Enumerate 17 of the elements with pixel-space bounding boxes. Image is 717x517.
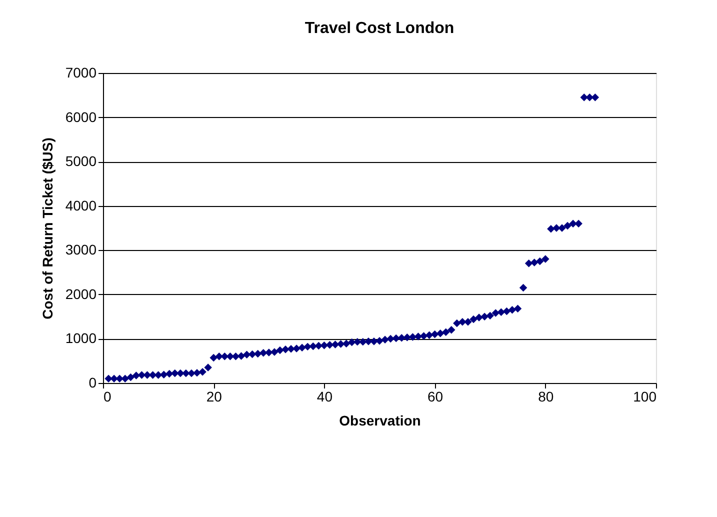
x-tick-label: 80: [538, 388, 554, 404]
y-axis-title: Cost of Return Ticket ($US): [39, 138, 56, 320]
x-tick-label: 40: [316, 388, 333, 404]
y-tick-label: 5000: [65, 153, 97, 170]
chart-title: Travel Cost London: [304, 20, 454, 37]
y-tick-label: 3000: [65, 242, 97, 258]
y-tick-label: 1000: [65, 330, 97, 346]
y-tick-label: 4000: [65, 197, 97, 214]
y-tick-label: 2000: [65, 286, 97, 302]
x-tick-label: 60: [428, 388, 444, 404]
x-tick-label: 100: [633, 388, 657, 404]
y-tick-label: 7000: [65, 64, 97, 80]
x-axis-title: Observation: [339, 412, 421, 428]
x-tick-label: 20: [206, 388, 222, 404]
x-tick-label: 0: [104, 388, 112, 404]
y-tick-label: 6000: [65, 108, 97, 125]
y-tick-label: 0: [88, 374, 97, 390]
